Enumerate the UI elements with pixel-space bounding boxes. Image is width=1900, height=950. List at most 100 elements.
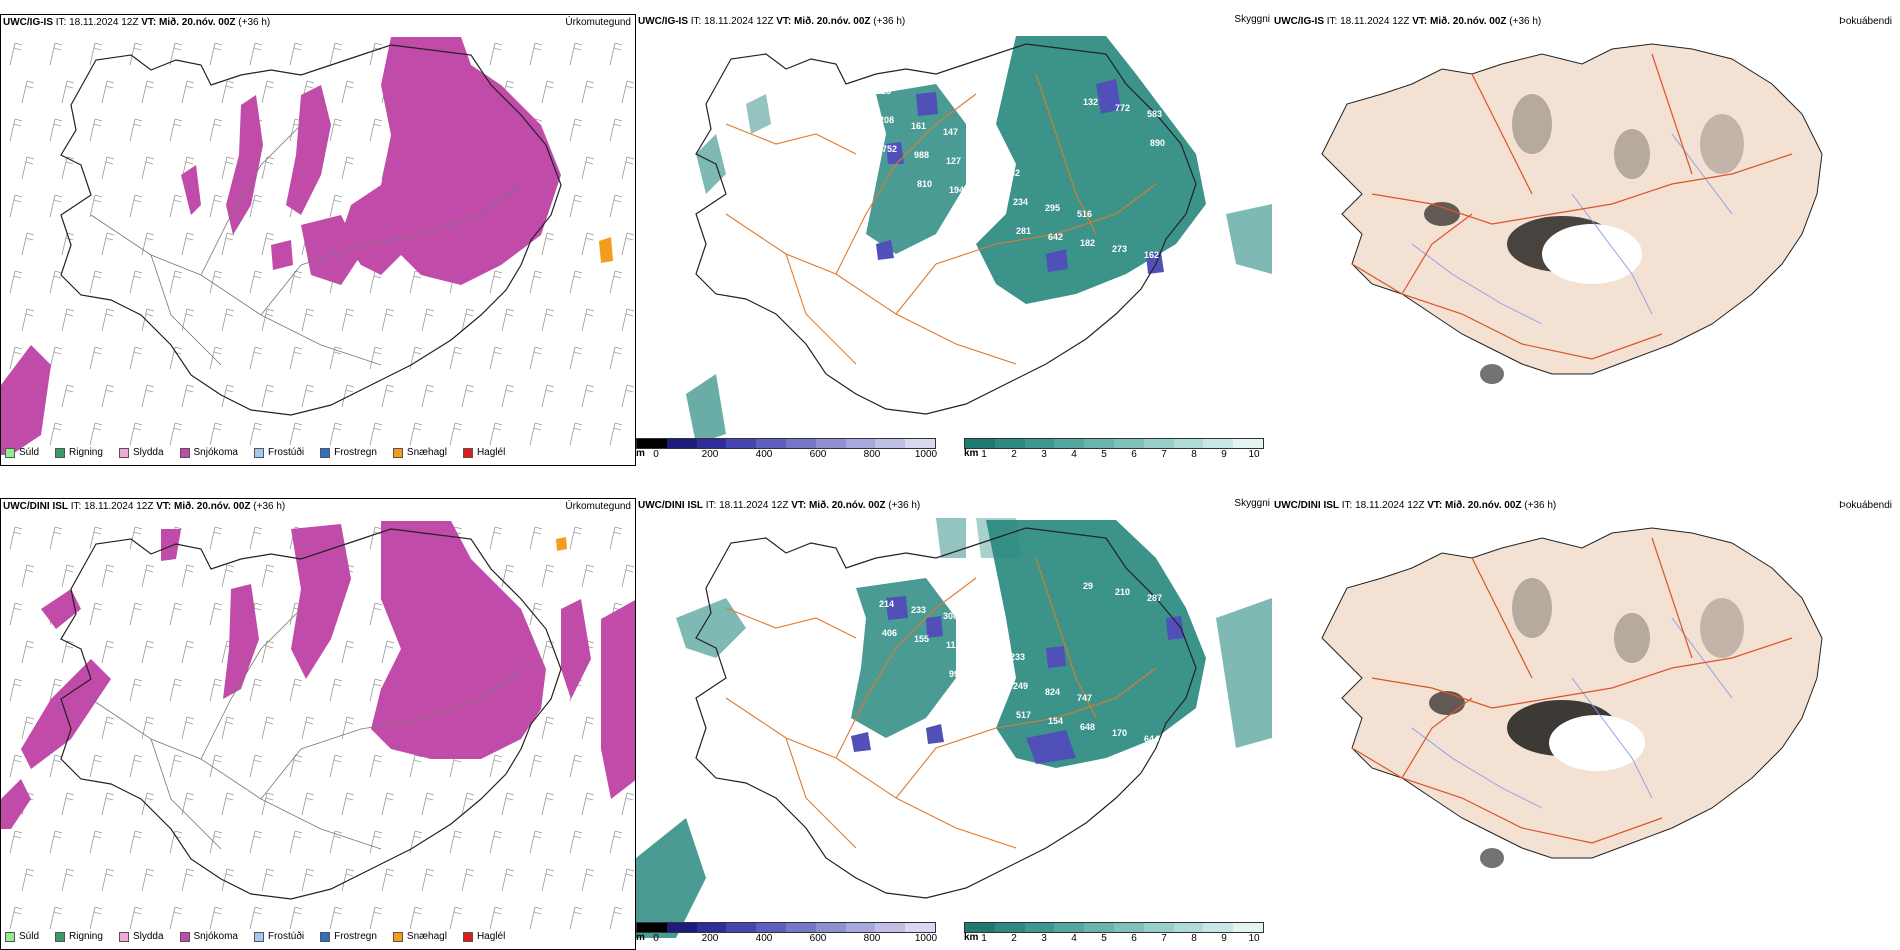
panel-title: Skyggni bbox=[1234, 14, 1270, 25]
rivers bbox=[1411, 133, 1733, 325]
wind-barb bbox=[169, 754, 183, 778]
precip-type-panel-bottom: UWC/DINI ISL IT: 18.11.2024 12Z VT: Mið.… bbox=[0, 498, 636, 950]
legend-item-hail: Haglél bbox=[462, 447, 505, 458]
wind-barb bbox=[181, 80, 195, 104]
colorbar-segment bbox=[1143, 923, 1174, 932]
wind-barb bbox=[341, 308, 355, 332]
wind-barb bbox=[49, 526, 63, 550]
wind-barb bbox=[209, 270, 223, 294]
wind-barb bbox=[49, 118, 63, 142]
ceiling-value-label: 125 bbox=[876, 86, 891, 96]
wind-barb bbox=[209, 526, 223, 550]
wind-barb bbox=[21, 640, 35, 664]
colorbar-segment bbox=[1113, 923, 1144, 932]
colorbar-tick-label: 600 bbox=[809, 449, 827, 460]
wind-barb bbox=[541, 564, 555, 588]
ceiling-value-label: 583 bbox=[1147, 109, 1162, 119]
wind-barb bbox=[329, 678, 343, 702]
wind-barb bbox=[209, 422, 223, 446]
wind-barb bbox=[449, 346, 463, 370]
ceiling-value-label: 233 bbox=[911, 605, 926, 615]
wind-barb bbox=[621, 792, 635, 816]
wind-barb bbox=[261, 308, 275, 332]
legend-item-freezing-drizzle: Frostúði bbox=[253, 931, 304, 942]
wind-barb bbox=[609, 526, 623, 550]
wind-barb bbox=[409, 830, 423, 854]
wind-barb bbox=[569, 42, 583, 66]
colorbar-segment bbox=[696, 439, 727, 448]
wind-barb bbox=[221, 80, 235, 104]
legend-item-freezing-rain: Frostregn bbox=[320, 931, 377, 942]
wind-barb bbox=[409, 346, 423, 370]
wind-barb bbox=[181, 868, 195, 892]
colorbar-tick-label: 6 bbox=[1131, 449, 1137, 460]
ceiling-value-label: 308 bbox=[943, 611, 958, 621]
colorbar-tick-label: 10 bbox=[1248, 449, 1260, 460]
land-fill bbox=[1321, 527, 1823, 859]
ceiling-value-label: 127 bbox=[946, 156, 961, 166]
wind-barb bbox=[261, 384, 275, 408]
colorbar-segment bbox=[756, 439, 786, 448]
wind-barb bbox=[369, 346, 383, 370]
wind-barb bbox=[569, 754, 583, 778]
visibility-colorbar: 1 2 3 4 5 6 7 8 9 10 km bbox=[964, 438, 1264, 461]
wind-barb bbox=[621, 564, 635, 588]
wind-barb bbox=[529, 830, 543, 854]
wind-barb bbox=[261, 792, 275, 816]
wind-barb bbox=[409, 906, 423, 930]
wind-barb bbox=[221, 868, 235, 892]
colorbar-segment bbox=[905, 923, 935, 932]
colorbar-segment bbox=[785, 923, 816, 932]
wind-barb bbox=[129, 422, 143, 446]
colorbar-segment bbox=[1084, 439, 1114, 448]
ceiling-value-label: 155 bbox=[914, 634, 929, 644]
wind-barb bbox=[609, 906, 623, 930]
ceiling-value-label: 824 bbox=[1045, 687, 1060, 697]
wind-barb bbox=[61, 384, 75, 408]
panel-title: Þokuábendi bbox=[1839, 16, 1892, 27]
wind-barb bbox=[541, 716, 555, 740]
colorbar-segment bbox=[1233, 923, 1263, 932]
ceiling-value-label: 810 bbox=[917, 179, 932, 189]
iceland-coast bbox=[60, 528, 562, 900]
wind-barb bbox=[9, 42, 23, 66]
wind-barb bbox=[141, 792, 155, 816]
wind-barb bbox=[21, 156, 35, 180]
wind-barb bbox=[289, 270, 303, 294]
wind-barb bbox=[581, 384, 595, 408]
wind-barb bbox=[129, 194, 143, 218]
wind-barb bbox=[249, 194, 263, 218]
colorbar-tick-label: 800 bbox=[863, 933, 881, 944]
colorbar-segment bbox=[637, 923, 667, 932]
ceiling-value-label: 990 bbox=[949, 669, 964, 679]
colorbar-segment bbox=[1113, 439, 1144, 448]
wind-barb bbox=[449, 830, 463, 854]
colorbar-tick-label: 2 bbox=[1011, 449, 1017, 460]
wind-barb bbox=[49, 678, 63, 702]
wind-barb bbox=[329, 346, 343, 370]
ceiling-value-label: 154 bbox=[1048, 716, 1063, 726]
colorbar-segment bbox=[994, 923, 1025, 932]
wind-barb bbox=[581, 232, 595, 256]
wind-barb bbox=[301, 716, 315, 740]
colorbar-segment bbox=[1173, 439, 1204, 448]
panel-header: UWC/IG-IS IT: 18.11.2024 12Z VT: Mið. 20… bbox=[638, 16, 906, 27]
wind-barb bbox=[541, 384, 555, 408]
legend-item-sleet: Slydda bbox=[118, 447, 164, 458]
colorbar-segment bbox=[994, 439, 1025, 448]
wind-barb bbox=[489, 422, 503, 446]
colorbar-segment bbox=[1024, 923, 1055, 932]
wind-barb bbox=[501, 868, 515, 892]
legend-item-freezing-rain: Frostregn bbox=[320, 447, 377, 458]
panel-header: UWC/DINI ISL IT: 18.11.2024 12Z VT: Mið.… bbox=[638, 500, 921, 511]
wind-barb bbox=[609, 270, 623, 294]
wind-barb bbox=[9, 754, 23, 778]
wind-barb bbox=[449, 906, 463, 930]
wind-barb bbox=[61, 792, 75, 816]
colorbar-segment bbox=[875, 439, 906, 448]
ceiling-value-label: 235 bbox=[876, 570, 891, 580]
wind-barb bbox=[209, 906, 223, 930]
colorbar-tick-label: 5 bbox=[1101, 449, 1107, 460]
wind-barb bbox=[221, 156, 235, 180]
wind-barb bbox=[329, 118, 343, 142]
